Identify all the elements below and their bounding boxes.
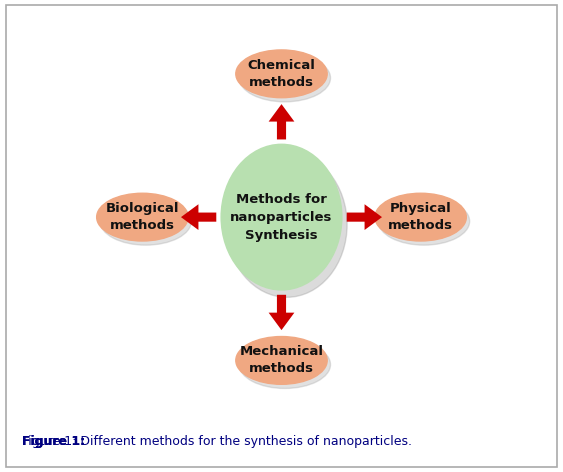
Text: Physical
methods: Physical methods [388,202,453,232]
Ellipse shape [378,197,470,245]
Text: Biological
methods: Biological methods [106,202,179,232]
Ellipse shape [239,54,330,102]
FancyArrow shape [347,204,382,230]
Ellipse shape [236,50,327,98]
Ellipse shape [375,193,466,241]
Text: Figure 1:: Figure 1: [22,435,85,448]
Text: Chemical
methods: Chemical methods [248,59,315,89]
Text: Figure 1: Different methods for the synthesis of nanoparticles.: Figure 1: Different methods for the synt… [22,435,412,448]
Text: Mechanical
methods: Mechanical methods [239,346,324,375]
FancyArrow shape [181,204,216,230]
Ellipse shape [239,341,330,388]
Text: Figure 1:: Figure 1: [22,435,85,448]
Ellipse shape [97,193,188,241]
FancyArrow shape [269,104,294,139]
Ellipse shape [100,197,191,245]
Text: Methods for
nanoparticles
Synthesis: Methods for nanoparticles Synthesis [230,193,333,242]
Ellipse shape [227,152,347,297]
Ellipse shape [236,337,327,384]
FancyArrow shape [269,295,294,330]
Ellipse shape [221,144,342,290]
